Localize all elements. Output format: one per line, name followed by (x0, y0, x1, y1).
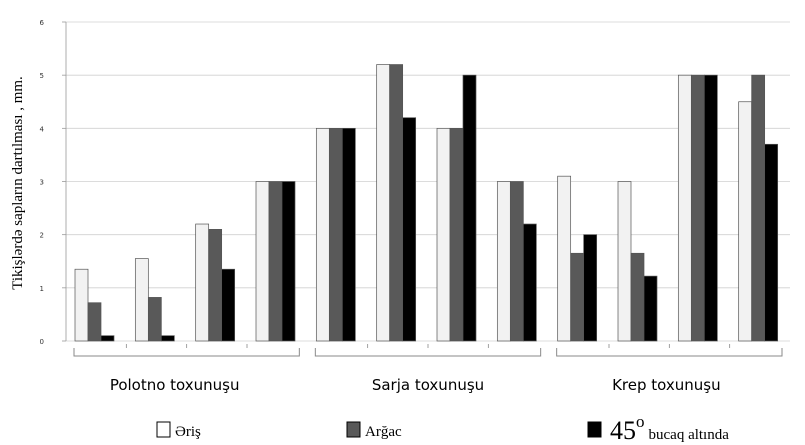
bar-45-bucaq (160, 335, 175, 342)
y-axis: 0 1 2 3 4 5 6 (40, 19, 67, 346)
bar-45-bucaq (522, 223, 537, 342)
y-tick-label: 3 (40, 179, 44, 187)
bar-argac (751, 74, 766, 342)
bar-45-bucaq (402, 117, 417, 342)
legend-label: Əriş (175, 424, 201, 440)
bar-45-bucaq (221, 268, 236, 342)
bar-eris (134, 258, 149, 342)
y-tick-label: 2 (40, 232, 44, 240)
bar-45-bucaq (281, 181, 296, 342)
bar-45-bucaq (643, 275, 658, 342)
legend-label: 45obucaq altında (610, 412, 729, 445)
bar-eris (315, 127, 330, 342)
bar-45-bucaq (341, 127, 356, 342)
bar-argac (208, 229, 223, 342)
group-bracket (314, 348, 542, 357)
legend: Əriş Arğac 45obucaq altında (156, 412, 729, 445)
y-tick-label: 1 (40, 285, 44, 293)
bar-45-bucaq (764, 143, 779, 342)
group-brackets (73, 344, 783, 357)
bar-argac (570, 252, 585, 342)
bar-eris (496, 181, 511, 342)
legend-label: Arğac (365, 424, 402, 440)
bar-argac (87, 302, 102, 342)
bar-45-bucaq (583, 234, 598, 342)
bar-eris (436, 127, 451, 342)
bar-eris (195, 223, 210, 342)
bar-argac (268, 181, 283, 342)
bar-argac (509, 181, 524, 342)
bar-argac (630, 252, 645, 342)
y-axis-label: Tikişlərdə sapların dartılması , mm. (10, 76, 26, 290)
bar-eris (617, 181, 632, 342)
gridlines (66, 21, 790, 342)
bar-45-bucaq (100, 335, 115, 342)
bar-eris (255, 181, 270, 342)
bar-argac (147, 297, 162, 342)
bar-eris (74, 268, 89, 342)
group-labels: Polotno toxunuşu Sarja toxunuşu Krep toxun… (110, 376, 721, 394)
group-label: Sarja toxunuşu (372, 376, 484, 394)
bar-eris (557, 175, 572, 342)
legend-swatch (587, 421, 602, 438)
group-bracket (73, 348, 300, 357)
group-label: Polotno toxunuşu (110, 376, 240, 394)
bar-eris (738, 101, 753, 342)
bar-argac (389, 64, 404, 342)
group-bracket (556, 348, 783, 357)
bar-eris (677, 74, 692, 342)
bar-45-bucaq (462, 74, 477, 342)
bar-argac (690, 74, 705, 342)
bars (74, 64, 779, 342)
y-tick-label: 0 (40, 338, 44, 346)
bar-argac (449, 127, 464, 342)
bar-eris (376, 64, 391, 342)
y-tick-label: 4 (40, 125, 45, 133)
y-tick-label: 6 (40, 19, 45, 27)
bar-45-bucaq (703, 74, 718, 342)
y-tick-label: 5 (40, 72, 44, 80)
legend-swatch (346, 421, 361, 438)
bar-argac (328, 127, 343, 342)
legend-swatch (156, 421, 171, 438)
group-label: Krep toxunuşu (612, 376, 721, 394)
